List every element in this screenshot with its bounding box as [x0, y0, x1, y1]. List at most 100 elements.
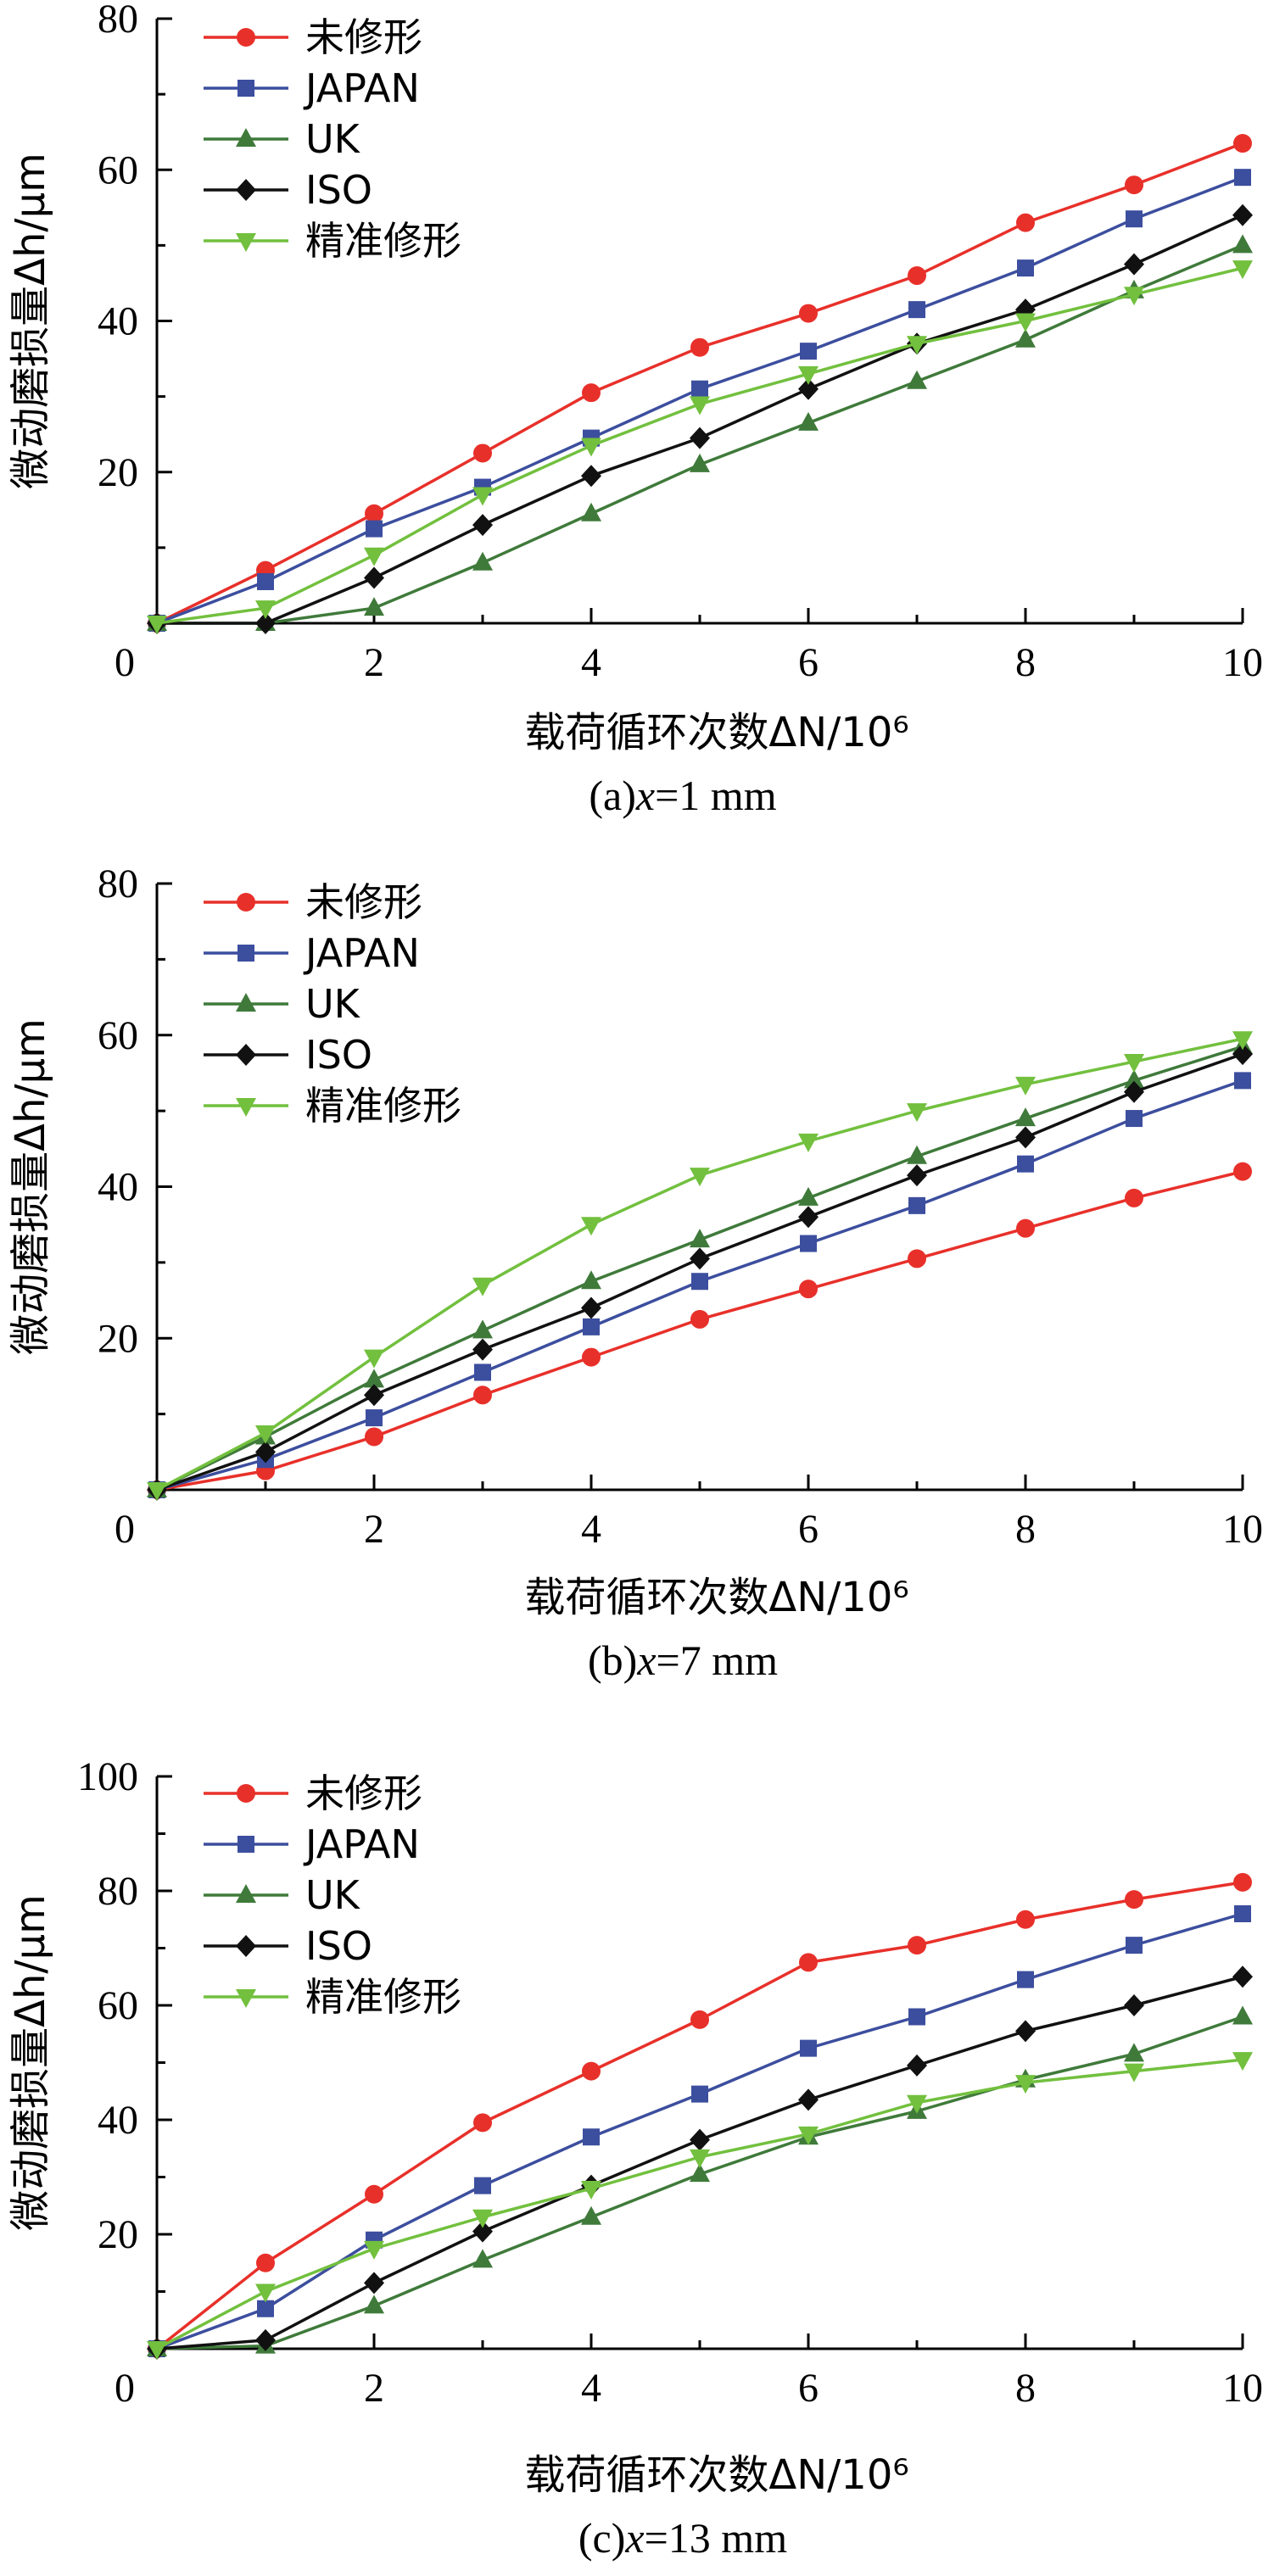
data-point [908, 301, 925, 319]
data-point [908, 1936, 926, 1955]
data-point [147, 616, 167, 634]
data-point [690, 396, 710, 415]
legend-marker [236, 1884, 256, 1903]
data-point [255, 600, 276, 620]
legend-marker [237, 893, 255, 912]
y-tick-label: 100 [77, 1754, 138, 1799]
y-tick-label: 60 [98, 148, 138, 192]
series-5 [147, 1031, 1253, 1501]
data-point [691, 2085, 708, 2103]
data-point [798, 2088, 819, 2111]
caption-part: =7 mm [657, 1636, 779, 1684]
data-point [1016, 213, 1035, 232]
data-point [364, 2240, 384, 2260]
data-point [798, 377, 819, 400]
legend-item: 精准修形 [204, 218, 461, 264]
data-point [581, 1217, 601, 1236]
data-point [800, 1235, 817, 1252]
x-axis-title: 载荷循环次数ΔN/10⁶ [524, 1574, 908, 1621]
data-point [255, 1441, 276, 1464]
data-point [1232, 1043, 1253, 1066]
data-point [472, 551, 493, 571]
data-point [472, 1338, 493, 1361]
data-point [798, 2126, 819, 2145]
data-point [581, 1296, 601, 1319]
data-point [147, 1482, 167, 1501]
data-point [908, 266, 926, 286]
legend-label: ISO [305, 1032, 372, 1078]
data-point [1015, 2020, 1036, 2043]
data-point [364, 2272, 384, 2294]
data-point [1015, 313, 1036, 332]
data-point [1015, 1076, 1036, 1096]
legend-label: ISO [305, 167, 372, 213]
legend-label: 精准修形 [305, 218, 461, 264]
y-tick-label: 20 [98, 450, 138, 495]
data-point [365, 2184, 383, 2204]
x-axis-title: 载荷循环次数ΔN/10⁶ [524, 709, 908, 756]
data-point [690, 1247, 710, 1270]
legend-item: UK [204, 116, 361, 162]
x-tick-label: 0 [115, 1507, 135, 1552]
legend-item: ISO [204, 1923, 372, 1969]
x-tick-label: 6 [798, 2366, 819, 2411]
data-point [1015, 2075, 1036, 2094]
data-point [581, 438, 601, 457]
x-tick-label: 2 [364, 1507, 384, 1552]
data-point [472, 1277, 493, 1296]
data-point [364, 597, 384, 616]
data-point [907, 1145, 927, 1164]
data-point [690, 2149, 710, 2168]
data-point [581, 2205, 601, 2225]
data-point [1124, 287, 1144, 306]
legend-label: JAPAN [303, 65, 420, 111]
data-point [690, 1229, 710, 1248]
x-tick-label: 10 [1222, 1507, 1263, 1552]
data-point [364, 566, 384, 589]
series-1 [148, 1162, 1252, 1499]
data-point [1016, 1218, 1035, 1238]
legend-marker [236, 1044, 256, 1066]
data-point [1234, 169, 1251, 187]
data-point [1016, 1910, 1035, 1929]
data-point [1126, 1110, 1143, 1128]
data-point [1126, 1937, 1143, 1954]
data-point [365, 1427, 383, 1447]
data-point [582, 383, 601, 403]
data-point [1232, 204, 1253, 226]
data-point [907, 2054, 927, 2077]
legend-label: ISO [305, 1923, 372, 1969]
x-axis-title: 载荷循环次数ΔN/10⁶ [524, 2451, 908, 2499]
data-point [472, 2249, 493, 2268]
data-point [1125, 1890, 1143, 1910]
x-tick-label: 8 [1015, 640, 1036, 685]
legend-label: JAPAN [303, 930, 420, 976]
data-point [364, 1369, 384, 1388]
series-2 [148, 1072, 1251, 1498]
series-line [156, 1169, 1243, 1492]
data-point [690, 1168, 710, 1187]
panel-caption: (a)x=1 mm [589, 772, 776, 819]
y-tick-label: 40 [98, 2098, 138, 2143]
data-point [583, 2128, 600, 2146]
y-tick-label: 60 [98, 1983, 138, 2028]
y-axis-title: 微动磨损量Δh/μm [7, 153, 54, 489]
x-tick-label: 10 [1222, 2366, 1263, 2411]
data-point [472, 2209, 493, 2228]
data-point [1015, 1126, 1036, 1149]
legend-item: 未修形 [204, 14, 422, 60]
data-point [581, 2181, 601, 2200]
x-tick-label: 0 [115, 2366, 135, 2411]
series-3 [147, 2005, 1253, 2356]
legend-label: UK [305, 981, 361, 1027]
data-point [798, 1186, 819, 1206]
legend-item: 精准修形 [204, 1083, 461, 1129]
data-point [1232, 1965, 1253, 1988]
data-point [1234, 1072, 1251, 1090]
legend-label: 未修形 [305, 14, 422, 60]
chart-panel-2: 0 2 4 6 8 10 20 40 60 80 微动磨损量Δh/μm 载荷循环次数ΔN/10⁶ (b)… [7, 861, 1263, 1684]
caption-part: (a) [589, 772, 636, 819]
data-point [583, 1318, 600, 1335]
y-tick-label: 60 [98, 1013, 138, 1058]
